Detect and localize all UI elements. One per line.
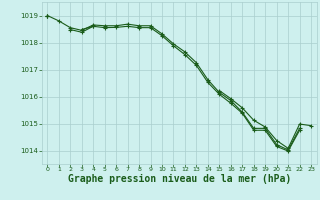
X-axis label: Graphe pression niveau de la mer (hPa): Graphe pression niveau de la mer (hPa) [68,174,291,184]
